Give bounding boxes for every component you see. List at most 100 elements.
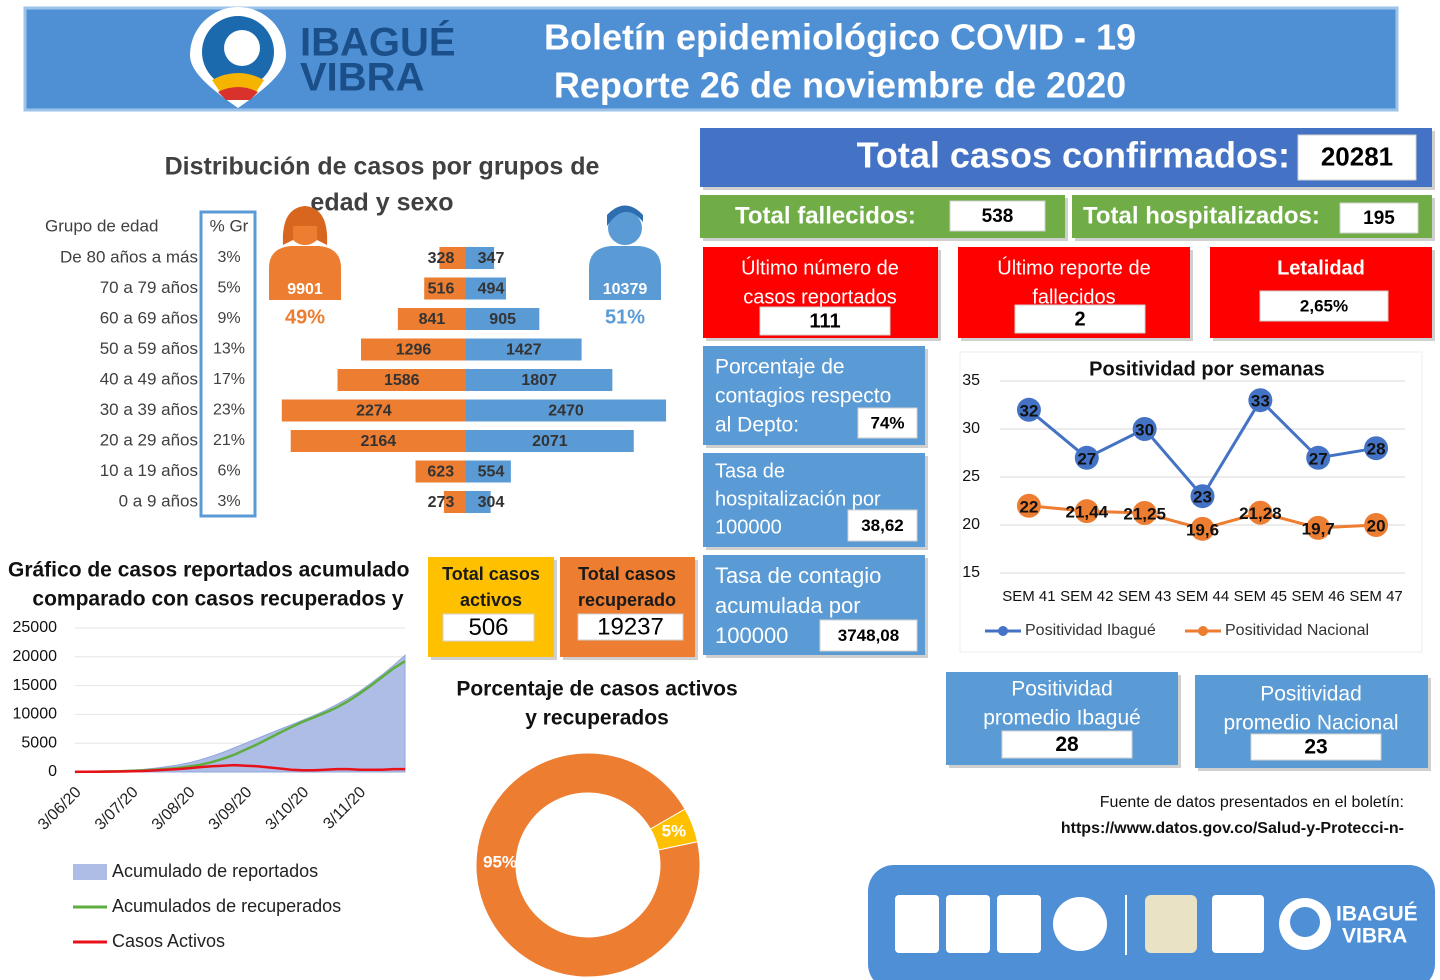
y-tick-label: 25000 bbox=[13, 619, 58, 636]
point bbox=[1074, 445, 1099, 470]
line-chart: Positividad por semanas 15 20 25 30 35 SEM 41 S… bbox=[962, 358, 1405, 639]
kpi-value: 3748,08 bbox=[838, 626, 899, 645]
kpi-label: casos reportados bbox=[743, 286, 896, 308]
coat-of-arms bbox=[1145, 895, 1197, 953]
kpi-label: Total casos confirmados: bbox=[857, 135, 1290, 176]
age-share-label: 17% bbox=[213, 371, 245, 388]
age-bar-label: 516 bbox=[428, 281, 455, 298]
kpi-label: Positividad bbox=[1260, 683, 1362, 706]
x-tick-label: SEM 43 bbox=[1118, 588, 1171, 605]
age-bar bbox=[337, 369, 466, 391]
point-label: 19,7 bbox=[1302, 519, 1335, 538]
age-bar bbox=[466, 308, 540, 330]
legend-label: Acumulado de reportados bbox=[112, 861, 318, 881]
age-group-label: 50 a 59 años bbox=[100, 339, 198, 358]
footer-logo-text: VIBRA bbox=[1342, 925, 1407, 948]
age-bar-label: 347 bbox=[478, 250, 505, 267]
age-bar bbox=[466, 430, 634, 452]
kpi-label: al Depto: bbox=[715, 414, 799, 437]
age-bar bbox=[466, 247, 495, 269]
donut-chart: Porcentaje de casos activos y recuperados… bbox=[456, 678, 738, 978]
age-bar-label: 273 bbox=[428, 494, 455, 511]
point-label: 28 bbox=[1367, 440, 1386, 459]
legend-label: Casos Activos bbox=[112, 931, 225, 951]
age-bar bbox=[397, 308, 466, 330]
chart-title: Distribución de casos por grupos de bbox=[165, 153, 600, 181]
age-bar-label: 554 bbox=[478, 464, 505, 481]
kpi-label: 100000 bbox=[715, 516, 782, 538]
kpi-value-box bbox=[949, 200, 1046, 232]
point bbox=[1190, 516, 1215, 541]
age-bar-label: 1586 bbox=[384, 372, 420, 389]
kpi-value: 2 bbox=[1074, 308, 1085, 330]
chart-title: comparado con casos recuperados y bbox=[32, 588, 403, 611]
age-share-label: 3% bbox=[217, 249, 240, 266]
y-tick-label: 30 bbox=[962, 420, 980, 437]
kpi-value-box bbox=[819, 619, 918, 652]
y-tick-label: 10000 bbox=[13, 706, 58, 723]
y-tick-label: 20 bbox=[962, 516, 980, 533]
x-tick-label: SEM 44 bbox=[1176, 588, 1229, 605]
sex-total: 9901 bbox=[287, 281, 323, 298]
kpi-value: 19237 bbox=[597, 613, 664, 640]
kpi-value: 28 bbox=[1055, 733, 1079, 756]
point bbox=[1364, 513, 1389, 537]
age-bar-label: 2470 bbox=[548, 403, 584, 420]
age-bar bbox=[281, 399, 466, 422]
x-tick-label: SEM 41 bbox=[1002, 588, 1055, 605]
age-share-label: 9% bbox=[217, 310, 240, 327]
kpi-label: 100000 bbox=[715, 623, 788, 648]
age-pyramid: Distribución de casos por grupos de edad … bbox=[45, 153, 667, 518]
seal bbox=[946, 895, 990, 953]
footer-logo-text: IBAGUÉ bbox=[1336, 903, 1418, 926]
person-hair bbox=[607, 205, 643, 226]
kpi-label: Letalidad bbox=[1277, 257, 1365, 279]
person-body bbox=[269, 246, 341, 300]
age-group-label: 30 a 39 años bbox=[100, 400, 198, 419]
y-tick-label: 5000 bbox=[21, 734, 57, 751]
kpi-value-box bbox=[1001, 730, 1133, 759]
kpi-label: Total casos bbox=[578, 564, 676, 584]
x-tick-label: SEM 45 bbox=[1234, 588, 1287, 605]
age-share-label: 21% bbox=[213, 432, 245, 449]
age-bar-label: 2071 bbox=[532, 433, 568, 450]
age-bar bbox=[466, 491, 491, 513]
point-label: 19,6 bbox=[1186, 520, 1219, 539]
kpi-value-box bbox=[1014, 304, 1146, 334]
age-bar-label: 1807 bbox=[521, 372, 557, 389]
point-label: 22 bbox=[1019, 497, 1038, 516]
point bbox=[1248, 500, 1273, 525]
logo-text: IBAGUÉ bbox=[300, 20, 456, 65]
kpi-value: 23 bbox=[1304, 736, 1327, 759]
donut-slice bbox=[475, 752, 701, 978]
age-bar bbox=[466, 369, 613, 391]
kpi-card: Total hospitalizados: 195 bbox=[1072, 195, 1435, 241]
age-group-label: De 80 años a más bbox=[60, 247, 198, 266]
age-group-label: 70 a 79 años bbox=[100, 278, 198, 297]
kpi-card: Positividad promedio Ibagué 28 bbox=[946, 672, 1181, 768]
share-column-frame bbox=[199, 210, 257, 518]
chart-title: edad y sexo bbox=[310, 189, 453, 217]
kpi-value: 38,62 bbox=[861, 516, 904, 535]
age-bar bbox=[424, 277, 466, 300]
column-header: Grupo de edad bbox=[45, 216, 158, 235]
age-share-label: 3% bbox=[217, 493, 240, 510]
kpi-value-box bbox=[847, 509, 918, 542]
kpi-card: Total casos activos 506 bbox=[428, 557, 557, 660]
chart-title: Gráfico de casos reportados acumulado bbox=[8, 559, 409, 582]
kpi-label: acumulada por bbox=[715, 593, 861, 618]
kpi-value-box bbox=[1297, 134, 1417, 181]
y-tick-label: 20000 bbox=[13, 648, 58, 665]
legend-label: Acumulados de recuperados bbox=[112, 896, 341, 916]
kpi-card: Total casos recuperado 19237 bbox=[560, 557, 698, 660]
point bbox=[1016, 397, 1041, 422]
age-bar bbox=[466, 399, 667, 422]
sex-share: 49% bbox=[285, 306, 325, 328]
age-share-label: 5% bbox=[217, 280, 240, 297]
point-label: 21,25 bbox=[1123, 504, 1166, 523]
age-bar bbox=[361, 338, 466, 361]
age-group-label: 40 a 49 años bbox=[100, 369, 198, 388]
